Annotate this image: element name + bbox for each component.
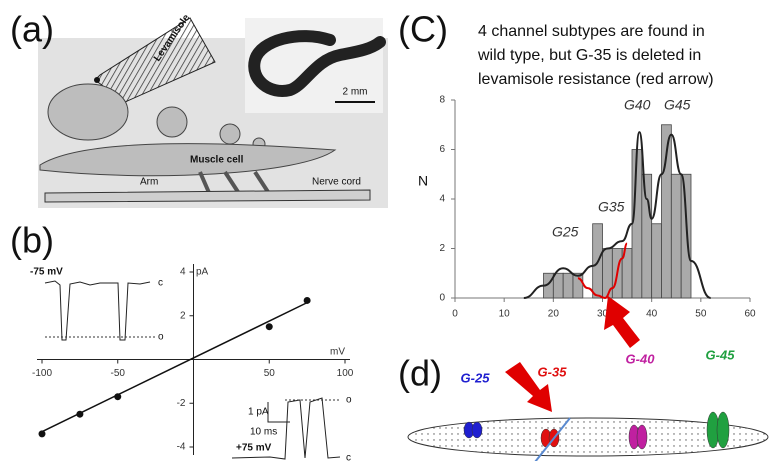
bar bbox=[681, 174, 691, 298]
point bbox=[266, 323, 273, 330]
bar bbox=[642, 174, 652, 298]
y-tick-label: 2 bbox=[180, 310, 186, 321]
panel-c: (C) 4 channel subtypes are found in wild… bbox=[398, 9, 756, 348]
receptor bbox=[157, 107, 187, 137]
open-label: o bbox=[346, 395, 352, 406]
figure: 2 mm (a) Levamisole Muscle cell Arm Nerv… bbox=[0, 0, 772, 461]
bar bbox=[671, 174, 681, 298]
x-tick-label: -50 bbox=[111, 368, 126, 379]
caption: 4 channel subtypes are found in bbox=[478, 23, 705, 40]
x-tick-label: 20 bbox=[548, 309, 560, 320]
point bbox=[39, 430, 46, 437]
y-tick-label: -2 bbox=[177, 398, 186, 409]
annotation: G40 bbox=[624, 97, 651, 113]
x-tick-label: 0 bbox=[452, 309, 458, 320]
y-tick-label: 4 bbox=[439, 194, 445, 205]
panel-a: 2 mm (a) Levamisole Muscle cell Arm Nerv… bbox=[10, 9, 388, 208]
x-tick-label: 10 bbox=[499, 309, 511, 320]
scale-label: 2 mm bbox=[343, 87, 368, 98]
x-tick-label: -100 bbox=[32, 368, 52, 379]
x-tick-label: 50 bbox=[695, 309, 707, 320]
channel-label: G-45 bbox=[706, 347, 736, 362]
annotation: G35 bbox=[598, 199, 625, 215]
x-tick-label: 50 bbox=[264, 368, 276, 379]
channel-label: G-35 bbox=[538, 364, 568, 379]
channel bbox=[637, 425, 647, 449]
x-tick-label: 60 bbox=[744, 309, 756, 320]
panel-label: (b) bbox=[10, 220, 54, 261]
y-axis-label: N bbox=[418, 173, 428, 189]
scale-label: 10 ms bbox=[250, 427, 277, 438]
annotation: G45 bbox=[664, 97, 691, 113]
arm-label: Arm bbox=[140, 177, 158, 188]
bar bbox=[603, 249, 613, 299]
panel-label: (a) bbox=[10, 9, 54, 50]
y-tick-label: 6 bbox=[439, 144, 445, 155]
x-tick-label: 40 bbox=[646, 309, 658, 320]
x-tick-label: 100 bbox=[337, 368, 354, 379]
arrow bbox=[604, 296, 640, 348]
channel-label: G-40 bbox=[626, 351, 656, 366]
receptor-large bbox=[48, 84, 128, 140]
scale-label: 1 pA bbox=[248, 407, 269, 418]
caption: wild type, but G-35 is deleted in bbox=[477, 47, 701, 64]
channel-label: G-25 bbox=[461, 370, 491, 385]
point bbox=[114, 393, 121, 400]
trace bbox=[45, 281, 150, 340]
nerve-label: Nerve cord bbox=[312, 177, 361, 188]
bar bbox=[553, 273, 563, 298]
y-tick-label: 2 bbox=[439, 243, 445, 254]
tip bbox=[94, 77, 100, 83]
bar bbox=[573, 273, 583, 298]
y-tick-label: -4 bbox=[177, 442, 186, 453]
panel-b: (b) -75 mV c o +75 mV c o 1 pA 10 ms -10… bbox=[10, 220, 354, 461]
receptor bbox=[220, 124, 240, 144]
annotation: G25 bbox=[552, 224, 579, 240]
y-tick-label: 4 bbox=[180, 267, 186, 278]
y-axis-label: pA bbox=[196, 267, 209, 278]
panel-label: (C) bbox=[398, 9, 448, 50]
bar bbox=[652, 224, 662, 298]
closed-label: c bbox=[346, 453, 351, 461]
cell-label: Muscle cell bbox=[190, 155, 244, 166]
point bbox=[76, 411, 83, 418]
panel-d: (d) G-25 G-35 G-40 G-45 bbox=[398, 347, 768, 461]
channel bbox=[472, 422, 482, 438]
open-label: o bbox=[158, 332, 164, 343]
panel-label: (d) bbox=[398, 353, 442, 394]
trace-label: +75 mV bbox=[236, 443, 272, 454]
y-tick-label: 0 bbox=[439, 293, 445, 304]
channel bbox=[717, 412, 729, 448]
x-axis-label: mV bbox=[330, 347, 345, 358]
trace-label: -75 mV bbox=[30, 267, 63, 278]
caption: levamisole resistance (red arrow) bbox=[478, 71, 714, 88]
iv-plot: -100 -50 50 100 -4 -2 2 4 bbox=[32, 264, 354, 455]
bar bbox=[563, 273, 573, 298]
point bbox=[304, 297, 311, 304]
y-tick-label: 8 bbox=[439, 95, 445, 106]
closed-label: c bbox=[158, 278, 163, 289]
